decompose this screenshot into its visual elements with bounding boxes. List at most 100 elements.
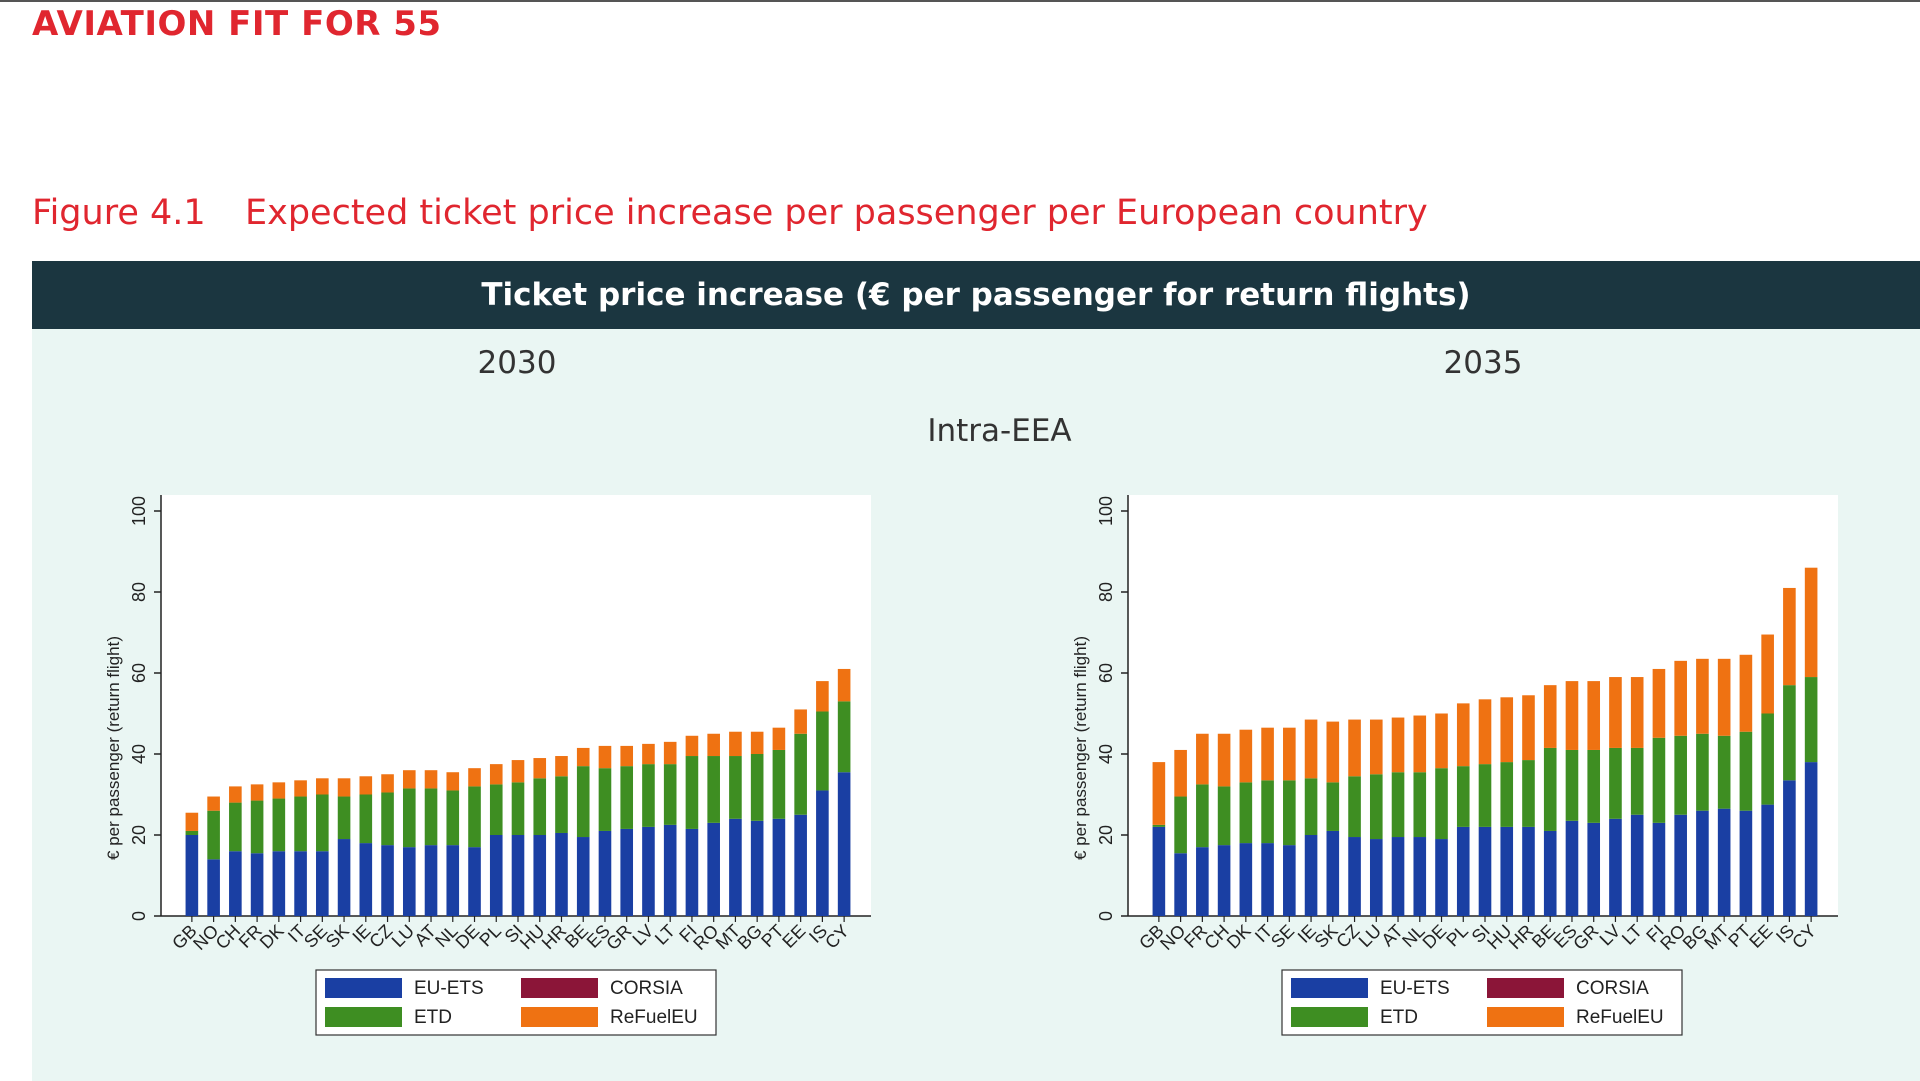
bar-RO-ReFuelEU	[707, 733, 720, 757]
bar-AT-ETD	[424, 788, 438, 846]
bar-FI-ReFuelEU	[1652, 668, 1666, 738]
bar-LV-EU-ETS	[642, 826, 655, 916]
bar-PL-EU-ETS	[489, 835, 503, 916]
bar-BG-ETD	[750, 754, 764, 821]
bar-BE-ETD	[576, 766, 590, 838]
bar-EE-ETD	[794, 733, 807, 815]
legend: EU-ETS CORSIA ETD ReFuelEU	[315, 969, 717, 1036]
bar-HR-EU-ETS	[555, 832, 568, 916]
bar-AT-ReFuelEU	[424, 770, 438, 789]
bar-CH-ETD	[229, 802, 242, 852]
bar-LV-ETD	[642, 764, 655, 827]
legend-swatch-EU-ETS	[325, 978, 402, 998]
bar-SK-ReFuelEU	[337, 778, 351, 797]
figure-caption: Figure 4.1 Expected ticket price increase…	[32, 193, 1428, 233]
bar-PL-ETD	[489, 784, 503, 835]
bar-CH-EU-ETS	[1217, 845, 1231, 916]
bar-GR-ETD	[620, 766, 634, 829]
legend-label-EU-ETS: EU-ETS	[414, 978, 484, 999]
bar-LV-ReFuelEU	[642, 743, 655, 765]
bar-GB-ETD	[185, 830, 199, 835]
bar-LT-EU-ETS	[663, 824, 677, 916]
bar-EE-ReFuelEU	[1761, 634, 1774, 714]
y-tick-label: 60	[1096, 663, 1116, 683]
bar-PT-ReFuelEU	[772, 727, 786, 750]
bar-SE-ReFuelEU	[316, 778, 329, 795]
bar-HU-ETD	[533, 778, 547, 835]
bar-CH-ReFuelEU	[1217, 733, 1231, 787]
x-tick-label: LT	[651, 921, 679, 949]
bar-SI-ReFuelEU	[511, 760, 525, 783]
bar-CZ-EU-ETS	[381, 845, 394, 916]
x-tick-label: LT	[1618, 921, 1646, 949]
y-axis-label: € per passenger (return flight)	[1071, 636, 1090, 860]
bar-LT-ETD	[1630, 747, 1644, 815]
bar-NO-EU-ETS	[1174, 853, 1187, 916]
bar-GR-ETD	[1587, 749, 1601, 823]
legend-label-ReFuelEU: ReFuelEU	[1576, 1007, 1664, 1028]
region-label: Intra-EEA	[927, 413, 1072, 449]
bar-BE-EU-ETS	[576, 837, 590, 916]
bar-DK-EU-ETS	[272, 851, 286, 916]
bar-PT-ETD	[1739, 731, 1753, 811]
bar-SK-ETD	[1326, 782, 1340, 831]
y-tick-label: 40	[1096, 744, 1116, 764]
bar-HR-ReFuelEU	[555, 756, 568, 777]
bar-IT-ReFuelEU	[294, 780, 307, 797]
bar-CH-EU-ETS	[229, 851, 242, 916]
bar-FR-EU-ETS	[1196, 847, 1209, 916]
bar-CH-ReFuelEU	[229, 786, 242, 803]
bar-DE-ETD	[468, 786, 481, 848]
bar-CZ-ETD	[381, 792, 394, 846]
bar-SI-EU-ETS	[1478, 826, 1492, 916]
y-tick-label: 20	[1096, 825, 1116, 845]
bar-IT-EU-ETS	[1261, 843, 1274, 916]
bar-GR-EU-ETS	[620, 828, 634, 916]
y-tick-label: 0	[129, 911, 149, 921]
x-tick-label: PL	[475, 921, 505, 951]
bar-BG-EU-ETS	[750, 820, 764, 916]
bar-DE-ReFuelEU	[468, 768, 481, 787]
bar-CY-EU-ETS	[837, 772, 851, 916]
chart-title-2030: 2030	[477, 345, 557, 381]
y-tick-label: 0	[1096, 911, 1116, 921]
bar-IT-EU-ETS	[294, 851, 307, 916]
chart-title-2035: 2035	[1443, 345, 1523, 381]
bar-PT-ReFuelEU	[1739, 654, 1753, 732]
bar-PT-EU-ETS	[772, 818, 786, 916]
bar-NL-ReFuelEU	[446, 772, 460, 791]
bar-PT-ETD	[772, 749, 786, 819]
bar-SE-EU-ETS	[316, 851, 329, 916]
bar-MT-ReFuelEU	[1717, 658, 1731, 736]
bar-MT-ReFuelEU	[729, 731, 742, 757]
bar-IS-ReFuelEU	[816, 681, 829, 712]
bar-RO-EU-ETS	[1674, 814, 1687, 916]
bar-BG-ReFuelEU	[1696, 658, 1709, 734]
bar-LT-ReFuelEU	[663, 741, 677, 765]
bar-IS-EU-ETS	[1783, 780, 1796, 916]
bar-EE-EU-ETS	[794, 814, 807, 916]
bar-DE-ReFuelEU	[1435, 713, 1448, 769]
bar-IT-ReFuelEU	[1261, 727, 1274, 781]
bar-IE-ReFuelEU	[359, 776, 373, 795]
bar-CZ-ReFuelEU	[381, 774, 394, 793]
bar-FR-ETD	[1196, 784, 1209, 848]
legend-swatch-ETD	[325, 1007, 402, 1027]
x-tick-label: DK	[1223, 921, 1255, 953]
bar-SK-ETD	[337, 796, 351, 840]
bar-AT-EU-ETS	[424, 845, 438, 916]
bar-FR-EU-ETS	[250, 853, 264, 916]
y-tick-label: 100	[129, 496, 149, 526]
figure-caption-text: Expected ticket price increase per passe…	[245, 193, 1428, 233]
bar-ES-EU-ETS	[1565, 820, 1579, 916]
bar-AT-EU-ETS	[1391, 837, 1405, 916]
bar-IS-EU-ETS	[816, 790, 829, 916]
bar-CY-ReFuelEU	[837, 668, 851, 702]
bar-PL-EU-ETS	[1456, 826, 1470, 916]
bar-HU-EU-ETS	[1500, 826, 1514, 916]
bar-LV-ReFuelEU	[1609, 677, 1622, 748]
bar-NL-EU-ETS	[446, 845, 460, 916]
bar-PL-ETD	[1456, 766, 1470, 827]
legend-swatch-EU-ETS	[1291, 978, 1368, 998]
